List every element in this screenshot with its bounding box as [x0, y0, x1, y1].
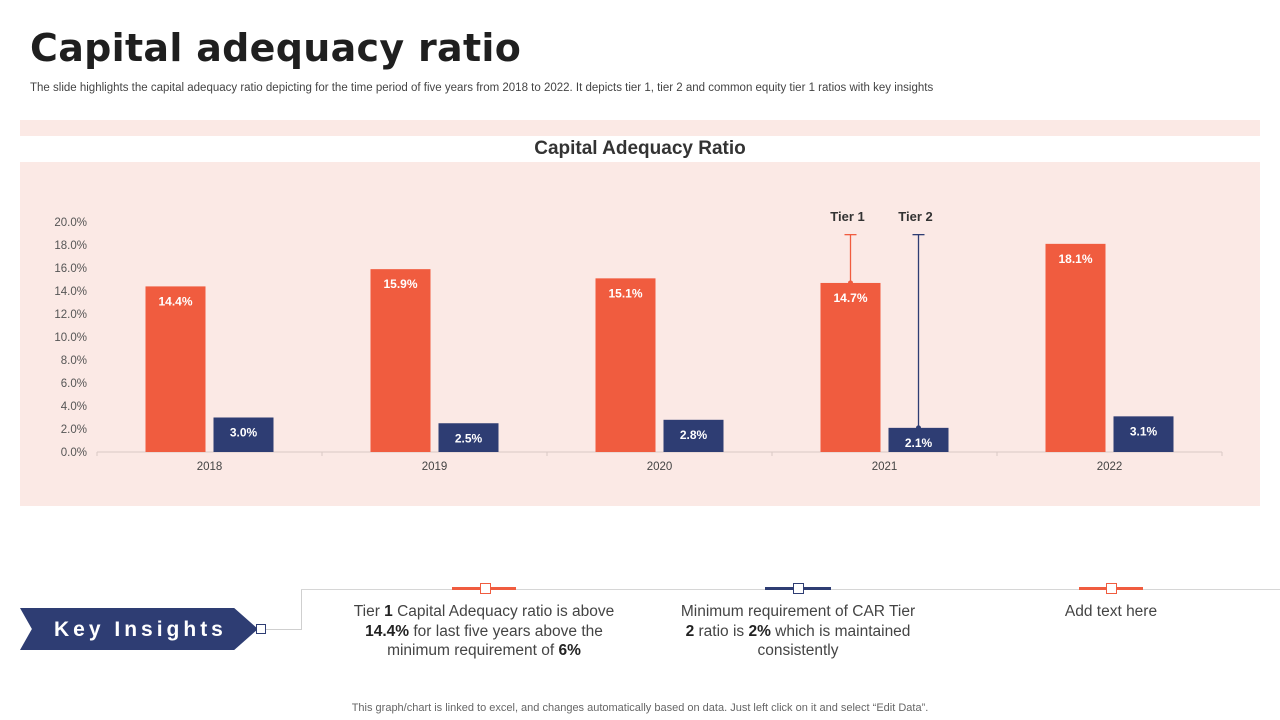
callout-dot [916, 425, 921, 431]
key-insights-label: Key Insights [54, 618, 227, 641]
data-label-tier2: 2.1% [905, 436, 933, 450]
y-tick-label: 16.0% [54, 263, 87, 275]
bar-tier2-2018 [213, 417, 274, 452]
callout-label: Tier 2 [898, 209, 932, 224]
bar-tier2-2021 [888, 427, 949, 452]
x-tick-label: 2021 [872, 461, 898, 473]
data-label-tier2: 2.5% [455, 431, 483, 445]
connector-node-icon [256, 624, 266, 634]
y-tick-label: 10.0% [54, 332, 87, 344]
y-tick-label: 8.0% [61, 355, 87, 367]
y-tick-label: 4.0% [61, 401, 87, 413]
y-tick-label: 2.0% [61, 424, 87, 436]
data-label-tier1: 18.1% [1058, 252, 1092, 266]
data-label-tier1: 14.7% [833, 291, 867, 305]
data-label-tier1: 15.1% [608, 286, 642, 300]
insight-item: Minimum requirement of CAR Tier 2 ratio … [680, 603, 916, 659]
insight-marker-square-icon [480, 583, 491, 594]
bar-tier1-2018 [145, 286, 206, 452]
x-tick-label: 2022 [1097, 461, 1123, 473]
insight-item[interactable]: Add text here [1064, 603, 1158, 620]
header-band [20, 120, 1260, 136]
bar-tier2-2019 [438, 423, 499, 452]
y-tick-label: 0.0% [61, 447, 87, 459]
data-label-tier1: 14.4% [158, 294, 192, 308]
footnote: This graph/chart is linked to excel, and… [351, 702, 929, 714]
x-tick-label: 2018 [197, 461, 223, 473]
bar-tier1-2022 [1045, 243, 1106, 452]
bar-tier1-2019 [370, 269, 431, 452]
callout-label: Tier 1 [830, 209, 864, 224]
y-tick-label: 18.0% [54, 240, 87, 252]
insight-item: Tier 1 Capital Adequacy ratio is above 1… [353, 603, 615, 659]
y-tick-label: 20.0% [54, 217, 87, 229]
data-label-tier2: 3.1% [1130, 424, 1158, 438]
chart-title: Capital Adequacy Ratio [534, 138, 746, 159]
key-insights-banner: Key Insights [20, 608, 260, 650]
data-label-tier2: 2.8% [680, 428, 708, 442]
callout-dot [848, 280, 853, 286]
key-insights-arrow [20, 608, 258, 650]
bar-tier1-2020 [595, 278, 656, 452]
y-tick-label: 14.0% [54, 286, 87, 298]
bar-tier1-2021 [820, 282, 881, 452]
x-tick-label: 2020 [647, 461, 673, 473]
y-tick-label: 6.0% [61, 378, 87, 390]
connector-line [266, 629, 302, 630]
data-label-tier1: 15.9% [383, 277, 417, 291]
bar-tier2-2022 [1113, 416, 1174, 452]
insight-marker-square-icon [1106, 583, 1117, 594]
page-subtitle: The slide highlights the capital adequac… [30, 82, 934, 94]
bar-tier2-2020 [663, 419, 724, 452]
data-label-tier2: 3.0% [230, 426, 258, 440]
insight-marker-square-icon [793, 583, 804, 594]
page-title: Capital adequacy ratio [30, 26, 522, 70]
connector-line [301, 589, 302, 630]
y-tick-label: 12.0% [54, 309, 87, 321]
x-tick-label: 2019 [422, 461, 448, 473]
